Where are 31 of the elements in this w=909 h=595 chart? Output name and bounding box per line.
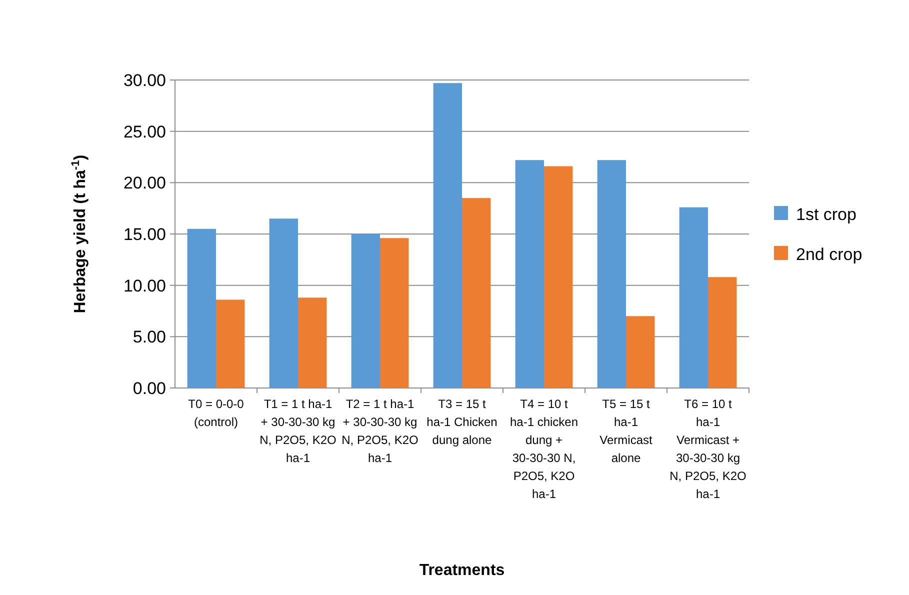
bar <box>462 198 491 388</box>
y-tick-label: 15.00 <box>123 224 166 244</box>
bar <box>626 316 655 388</box>
bar <box>708 277 737 388</box>
bar <box>298 298 327 388</box>
bar <box>187 228 216 388</box>
y-tick-label: 25.00 <box>123 122 166 142</box>
bar <box>679 207 708 388</box>
bar <box>351 234 380 388</box>
x-axis-title: Treatments <box>419 562 505 579</box>
y-tick-label: 10.00 <box>123 276 166 296</box>
bar <box>216 300 245 388</box>
bar <box>597 160 626 388</box>
bar <box>433 83 462 388</box>
bar <box>269 218 298 388</box>
x-tick-label: T6 = 10 t ha-1 Vermicast + 30-30-30 kg N, P2O5, K2O ha-1 <box>670 397 746 501</box>
x-tick-label: T5 = 15 t ha-1 Vermicast alone <box>600 397 654 465</box>
x-tick-label: T2 = 1 t ha-1 + 30-30-30 kg N, P2O5, K2O ha-1 <box>342 397 418 465</box>
x-tick-label: T4 = 10 t ha-1 chicken dung + 30-30-30 N, P2O5, K2O ha-1 <box>510 397 578 501</box>
legend-label: 2nd crop <box>796 244 862 264</box>
x-tick-label: T3 = 15 t ha-1 Chicken dung alone <box>426 397 498 447</box>
bar <box>544 166 573 388</box>
y-tick-label: 20.00 <box>123 174 166 193</box>
y-tick-label: 5.00 <box>132 328 166 347</box>
legend-label: 1st crop <box>796 204 856 224</box>
bar <box>515 160 544 388</box>
x-tick-label: T1 = 1 t ha-1 + 30-30-30 kg N, P2O5, K2O ha-1 <box>260 397 336 465</box>
y-tick-label: 30.00 <box>123 70 166 90</box>
bar <box>380 238 409 388</box>
x-tick-label: T0 = 0-0-0 (control) <box>188 397 244 429</box>
y-tick-label: 0.00 <box>132 378 166 398</box>
